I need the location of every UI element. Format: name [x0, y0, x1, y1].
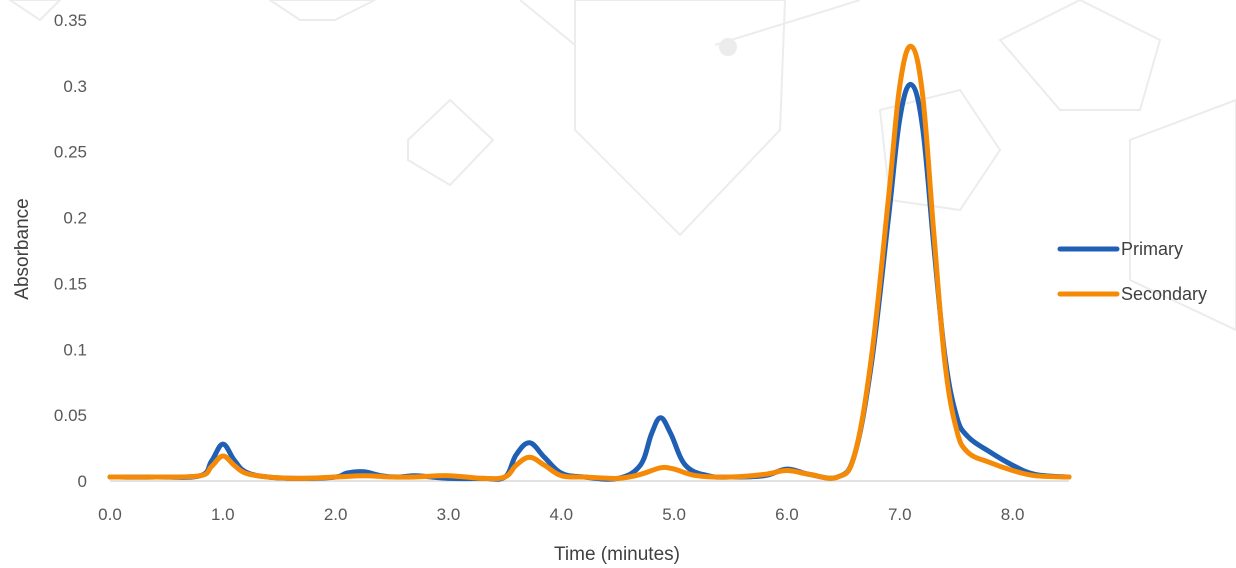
x-tick-label: 2.0	[324, 505, 348, 524]
x-tick-label: 1.0	[211, 505, 235, 524]
legend: Primary Secondary	[1057, 239, 1207, 304]
x-tick-label: 5.0	[662, 505, 686, 524]
x-tick-label: 4.0	[549, 505, 573, 524]
legend-label: Primary	[1121, 239, 1183, 259]
legend-item-secondary: Secondary	[1057, 284, 1207, 304]
x-tick-label: 8.0	[1001, 505, 1025, 524]
y-tick-label: 0.3	[63, 77, 87, 96]
y-axis-ticks: 0 0.05 0.1 0.15 0.2 0.25 0.3 0.35	[54, 11, 87, 491]
x-tick-label: 6.0	[775, 505, 799, 524]
x-axis-title: Time (minutes)	[554, 544, 680, 565]
legend-item-primary: Primary	[1057, 239, 1183, 259]
x-axis-ticks: 0.0 1.0 2.0 3.0 4.0 5.0 6.0 7.0 8.0	[98, 505, 1024, 524]
background-pattern	[8, 0, 1236, 332]
y-tick-label: 0.25	[54, 143, 87, 162]
x-tick-label: 3.0	[437, 505, 461, 524]
y-tick-label: 0.05	[54, 406, 87, 425]
y-tick-label: 0.35	[54, 11, 87, 30]
x-tick-label: 0.0	[98, 505, 122, 524]
x-tick-label: 7.0	[888, 505, 912, 524]
y-tick-label: 0	[78, 472, 87, 491]
series-lines	[107, 43, 1072, 482]
y-tick-label: 0.2	[63, 209, 87, 228]
series-line-secondary	[107, 43, 1072, 482]
y-axis-title: Absorbance	[12, 198, 33, 299]
y-tick-label: 0.1	[63, 340, 87, 359]
y-tick-label: 0.15	[54, 274, 87, 293]
legend-label: Secondary	[1121, 284, 1207, 304]
